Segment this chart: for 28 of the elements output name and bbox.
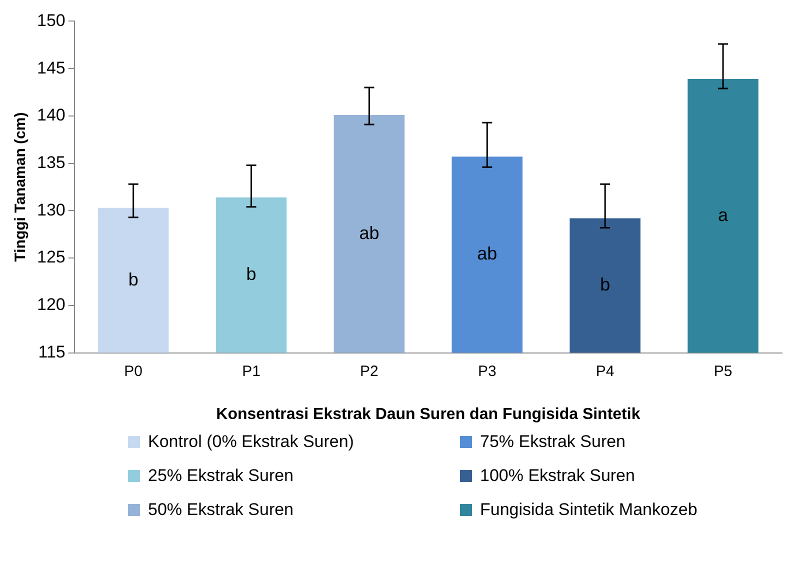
y-tick-label: 130 (36, 200, 66, 220)
legend-label: 25% Ekstrak Suren (148, 466, 294, 486)
x-tick-label: P5 (714, 362, 732, 380)
legend-label: Kontrol (0% Ekstrak Suren) (148, 432, 354, 452)
x-tick-label: P0 (124, 362, 143, 380)
legend-label: 100% Ekstrak Suren (480, 466, 635, 486)
y-tick-label: 120 (36, 295, 66, 314)
annotation: b (600, 274, 610, 294)
legend-label: 50% Ekstrak Suren (148, 500, 294, 520)
x-axis-title: Konsentrasi Ekstrak Daun Suren dan Fungisida Sintetik (216, 406, 640, 423)
y-tick-label: 140 (36, 106, 66, 125)
annotation: a (718, 204, 730, 225)
x-tick-label: P2 (360, 362, 378, 380)
annotation: ab (477, 244, 498, 264)
y-tick-label: 145 (36, 58, 66, 78)
annotation: ab (359, 222, 380, 243)
legend-label: Fungisida Sintetik Mankozeb (480, 500, 698, 520)
y-tick-label: 115 (38, 342, 66, 362)
y-tick-label: 135 (36, 153, 66, 172)
x-tick-label: P3 (478, 362, 496, 380)
y-tick-label: 125 (36, 248, 66, 267)
legend-label: 75% Ekstrak Suren (480, 432, 626, 452)
annotation: b (128, 269, 138, 290)
x-tick-label: P1 (242, 362, 260, 380)
annotation: b (246, 264, 256, 284)
y-tick-label: 150 (36, 10, 66, 30)
y-axis-title: Tinggi Tanaman (cm) (12, 112, 30, 262)
x-tick-label: P4 (596, 362, 614, 380)
